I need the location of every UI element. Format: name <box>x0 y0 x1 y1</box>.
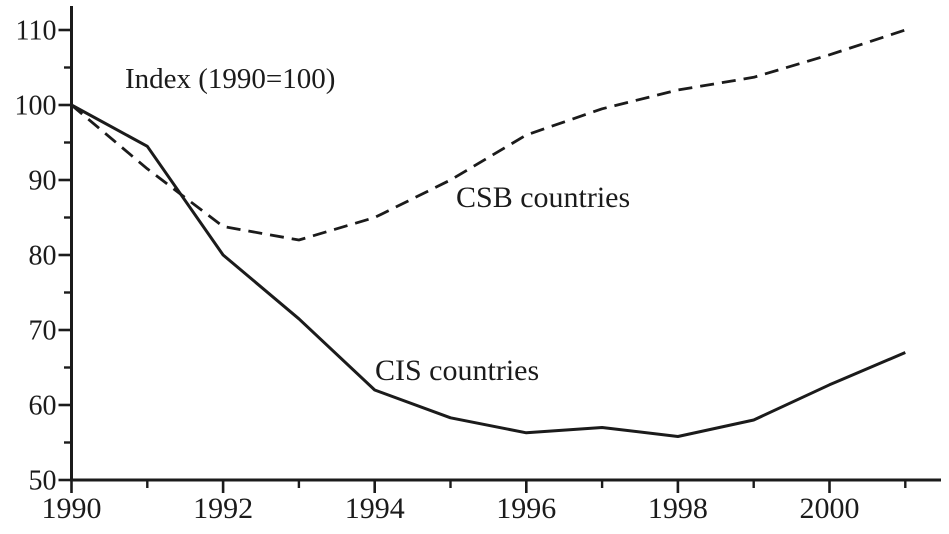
y-tick-label-50: 50 <box>29 466 57 497</box>
chart-annotation: Index (1990=100) <box>125 63 335 95</box>
y-tick-label-100: 100 <box>15 91 57 122</box>
x-tick-label-1992: 1992 <box>193 492 253 525</box>
series-line-cis-countries <box>70 103 906 438</box>
x-tick-label-2000: 2000 <box>800 492 860 525</box>
y-tick-label-70: 70 <box>29 316 57 347</box>
series-line-csb-countries <box>70 28 906 242</box>
series-label-cis-countries: CIS countries <box>375 354 539 387</box>
x-tick-label-1990: 1990 <box>42 492 102 525</box>
y-tick-label-80: 80 <box>29 241 57 272</box>
x-tick-label-1996: 1996 <box>496 492 556 525</box>
x-tick-label-1994: 1994 <box>345 492 405 525</box>
y-tick-label-60: 60 <box>29 391 57 422</box>
series-label-csb-countries: CSB countries <box>456 181 630 214</box>
y-tick-label-90: 90 <box>29 166 57 197</box>
y-tick-label-110: 110 <box>16 16 57 47</box>
x-tick-label-1998: 1998 <box>648 492 708 525</box>
